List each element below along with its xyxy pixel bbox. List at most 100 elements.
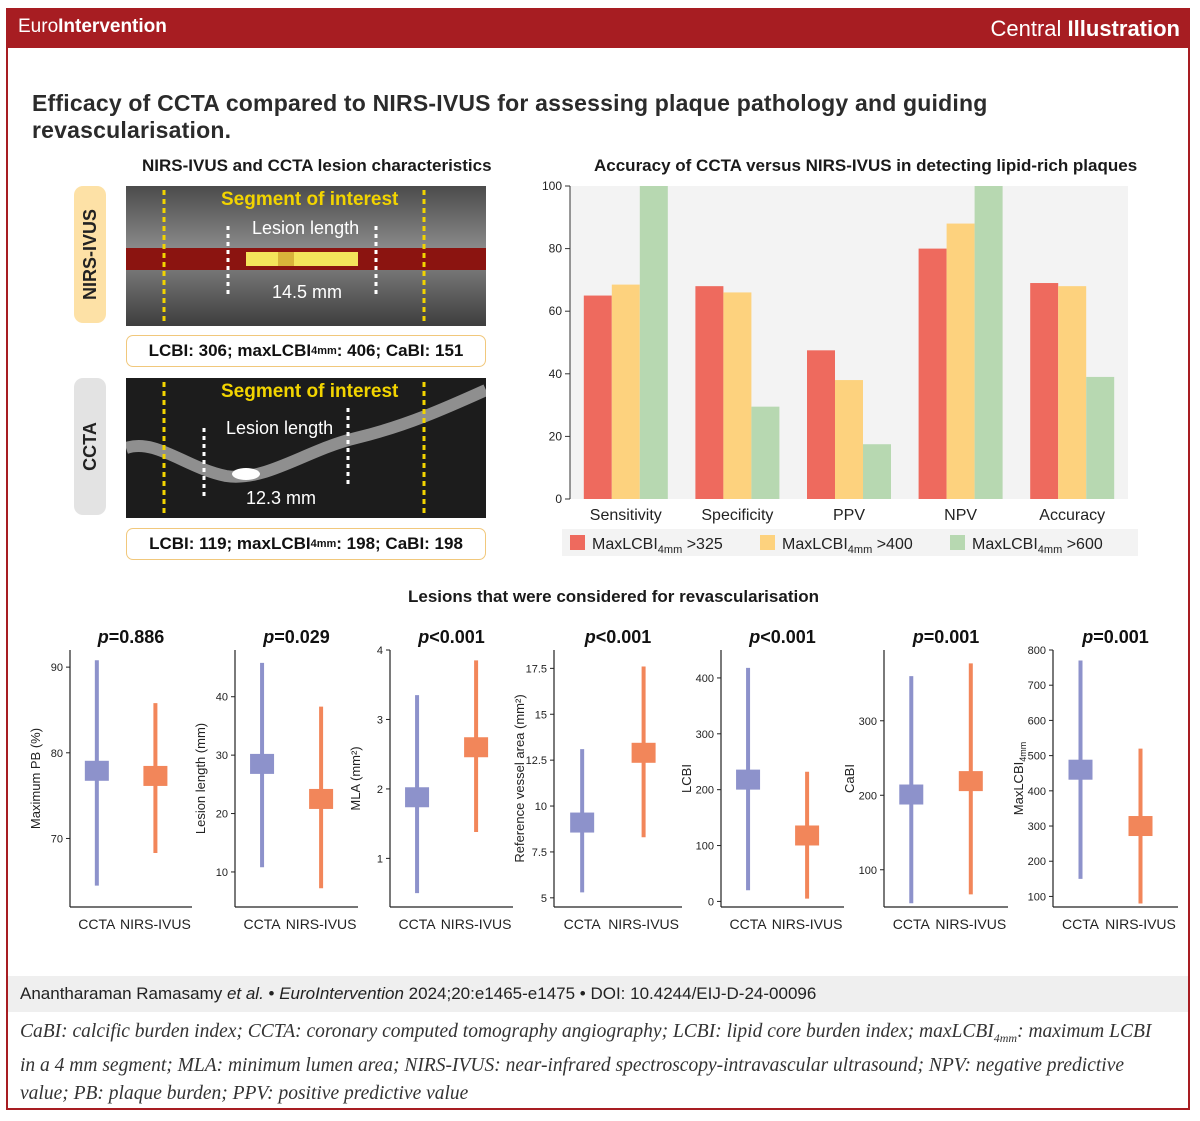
y-tick-label: 20 xyxy=(549,429,563,443)
median-box-ccta xyxy=(570,812,595,833)
median-box-nirs-ivus xyxy=(464,737,489,758)
y-tick-label: 0 xyxy=(555,492,562,506)
range-panel-1: p=0.886 70 80 90 Maximum PB (%) CCTA NIRS-IVUS xyxy=(28,627,192,932)
x-tick-label: NPV xyxy=(944,507,977,524)
median-box-nirs-ivus xyxy=(1128,816,1153,837)
range-panel-2: p=0.029 10 20 30 40 Lesion length (mm) CCTA NIR… xyxy=(193,627,358,932)
y-tick-label: 400 xyxy=(696,673,714,685)
p-value: p<0.001 xyxy=(417,627,485,647)
bar-ppv-gt325 xyxy=(807,350,835,499)
legend xyxy=(562,529,1138,556)
bar-npv-gt325 xyxy=(918,248,947,499)
ccta-lesion-label: Lesion length xyxy=(226,418,334,438)
p-value: p=0.001 xyxy=(1081,627,1149,647)
x-tick-label: Accuracy xyxy=(1039,507,1105,524)
median-box-nirs-ivus xyxy=(795,825,820,846)
median-box-ccta xyxy=(1068,759,1093,780)
y-tick-label: 40 xyxy=(549,367,563,381)
y-axis-label: MaxLCBI4mm xyxy=(1011,742,1028,815)
x-tick-label: NIRS-IVUS xyxy=(1105,916,1176,932)
bar-sensitivity-gt325 xyxy=(583,295,612,499)
x-tick-label: NIRS-IVUS xyxy=(120,916,191,932)
range-panel-6: p=0.001 100 200 300 CaBI CCTA NIRS-IVUS xyxy=(842,627,1008,932)
x-tick-label: NIRS-IVUS xyxy=(935,916,1006,932)
median-box-ccta xyxy=(84,760,109,781)
bar-sensitivity-gt600 xyxy=(639,186,668,499)
nirs-lesion-label: Lesion length xyxy=(252,218,360,238)
y-tick-label: 10 xyxy=(535,801,547,813)
nirs-metrics-box: LCBI: 306; maxLCBI 4mm: 406; CaBI: 151 xyxy=(126,335,486,367)
x-tick-label: CCTA xyxy=(399,916,437,932)
x-tick-label: CCTA xyxy=(78,916,116,932)
y-tick-label: 40 xyxy=(216,692,228,704)
y-tick-label: 12.5 xyxy=(526,755,547,767)
illustration-frame: EuroIntervention Central Illustration Ef… xyxy=(6,8,1190,1110)
y-tick-label: 100 xyxy=(1028,891,1046,903)
x-tick-label: NIRS-IVUS xyxy=(441,916,512,932)
lesion-characteristics-title: NIRS-IVUS and CCTA lesion characteristic… xyxy=(142,156,492,175)
ccta-segment-label: Segment of interest xyxy=(221,381,399,402)
y-tick-label: 800 xyxy=(1028,645,1046,657)
x-tick-label: NIRS-IVUS xyxy=(608,916,679,932)
central-illustration-label: Central Illustration xyxy=(990,16,1181,41)
ccta-vessel-view xyxy=(126,378,486,518)
y-tick-label: 300 xyxy=(1028,821,1046,833)
main-title: Efficacy of CCTA compared to NIRS-IVUS f… xyxy=(32,90,988,143)
nirs-segment-label: Segment of interest xyxy=(221,189,399,210)
y-axis-label: LCBI xyxy=(679,764,694,793)
y-tick-label: 10 xyxy=(216,867,228,879)
x-tick-label: CCTA xyxy=(244,916,282,932)
y-tick-label: 3 xyxy=(377,714,383,726)
median-box-nirs-ivus xyxy=(143,765,168,786)
nirs-ivus-longitudinal-view xyxy=(126,186,486,326)
bar-accuracy-gt325 xyxy=(1030,283,1059,499)
legend-swatch xyxy=(570,535,585,550)
range-panel-3: p<0.001 1 2 3 4 MLA (mm²) CCTA NIRS-IVUS xyxy=(348,627,513,932)
y-tick-label: 200 xyxy=(696,785,714,797)
y-tick-label: 4 xyxy=(377,645,383,657)
p-value: p=0.886 xyxy=(97,627,165,647)
median-box-nirs-ivus xyxy=(958,771,983,792)
y-axis-label: CaBI xyxy=(842,764,857,793)
legend-label: MaxLCBI4mm >325 xyxy=(592,536,723,556)
p-value: p<0.001 xyxy=(748,627,816,647)
y-tick-label: 700 xyxy=(1028,680,1046,692)
bar-ppv-gt400 xyxy=(835,380,863,499)
x-tick-label: Sensitivity xyxy=(590,507,662,524)
nirs-ivus-image: Segment of interest Lesion length 14.5 m… xyxy=(126,186,486,326)
y-tick-label: 100 xyxy=(859,865,877,877)
range-panel-7: p=0.001 100 200 300 400 500 600 700 800 MaxLCBI4m… xyxy=(1011,627,1178,932)
bar-npv-gt400 xyxy=(946,223,975,499)
y-axis-label: Reference vessel area (mm²) xyxy=(512,694,527,862)
citation-bar: Anantharaman Ramasamy et al. • EuroInter… xyxy=(8,976,1188,1012)
nirs-lesion-length: 14.5 mm xyxy=(272,282,343,302)
p-value: p<0.001 xyxy=(584,627,652,647)
y-tick-label: 300 xyxy=(859,716,877,728)
legend-swatch xyxy=(760,535,775,550)
ccta-image: Segment of interest Lesion length 12.3 m… xyxy=(126,378,486,518)
x-tick-label: CCTA xyxy=(893,916,931,932)
bar-specificity-gt400 xyxy=(723,292,752,499)
median-box-ccta xyxy=(250,753,275,774)
y-tick-label: 70 xyxy=(51,833,63,845)
y-tick-label: 300 xyxy=(696,729,714,741)
median-box-ccta xyxy=(405,787,430,808)
y-axis-label: Maximum PB (%) xyxy=(28,728,43,829)
legend-label: MaxLCBI4mm >400 xyxy=(782,536,913,556)
x-tick-label: CCTA xyxy=(564,916,602,932)
median-box-nirs-ivus xyxy=(309,788,334,809)
revascularisation-title: Lesions that were considered for revascu… xyxy=(408,587,819,606)
y-tick-label: 200 xyxy=(859,790,877,802)
y-tick-label: 1 xyxy=(377,853,383,865)
y-tick-label: 200 xyxy=(1028,856,1046,868)
x-tick-label: PPV xyxy=(833,507,865,524)
bar-sensitivity-gt400 xyxy=(611,284,640,499)
x-tick-label: NIRS-IVUS xyxy=(286,916,357,932)
bar-accuracy-gt600 xyxy=(1086,376,1115,499)
x-tick-label: NIRS-IVUS xyxy=(772,916,843,932)
x-tick-label: CCTA xyxy=(1062,916,1100,932)
y-tick-label: 0 xyxy=(708,896,714,908)
p-value: p=0.029 xyxy=(262,627,330,647)
header-bar: EuroIntervention Central Illustration xyxy=(8,10,1188,48)
